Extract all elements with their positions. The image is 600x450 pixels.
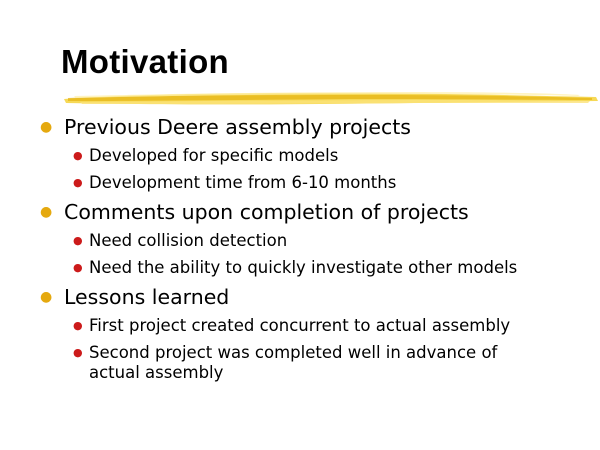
bullet-dot-icon: ● [73, 149, 83, 162]
bullet-level1: ● Comments upon completion of projects [40, 198, 580, 226]
bullet-level1-text: Lessons learned [64, 285, 230, 309]
bullet-dot-icon: ● [73, 319, 83, 332]
bullet-level1: ● Previous Deere assembly projects [40, 113, 580, 141]
bullet-dot-icon: ● [73, 176, 83, 189]
bullet-level2: ● Developed for specific models [73, 144, 580, 168]
bullet-dot-icon: ● [73, 234, 83, 247]
bullet-level2: ● Need collision detection [73, 229, 580, 253]
bullet-level2: ● Second project was completed well in a… [73, 341, 529, 383]
bullet-level2-text: Development time from 6-10 months [89, 173, 397, 192]
bullet-level2-text: Developed for specific models [89, 146, 339, 165]
bullet-level2: ● Development time from 6-10 months [73, 171, 580, 195]
bullet-level1-text: Comments upon completion of projects [64, 200, 469, 224]
bullet-level2-text: Need the ability to quickly investigate … [89, 258, 518, 277]
bullet-level2: ● First project created concurrent to ac… [73, 314, 580, 338]
bullet-level2-text: Need collision detection [89, 231, 288, 250]
bullet-dot-icon: ● [40, 204, 53, 220]
slide-title: Motivation [61, 43, 229, 80]
bullet-list: ● Previous Deere assembly projects ● Dev… [40, 113, 580, 383]
bullet-level2-text: First project created concurrent to actu… [89, 316, 511, 335]
bullet-dot-icon: ● [40, 119, 53, 135]
sub-bullet-list: ● Need collision detection ● Need the ab… [73, 229, 580, 280]
bullet-dot-icon: ● [40, 289, 53, 305]
bullet-level1: ● Lessons learned [40, 283, 580, 311]
bullet-dot-icon: ● [73, 346, 83, 359]
bullet-level2-text: Second project was completed well in adv… [89, 343, 498, 382]
bullet-dot-icon: ● [73, 261, 83, 274]
sub-bullet-list: ● Developed for specific models ● Develo… [73, 144, 580, 195]
bullet-level2: ● Need the ability to quickly investigat… [73, 256, 580, 280]
sub-bullet-list: ● First project created concurrent to ac… [73, 314, 580, 383]
title-underline-brush-stroke [64, 92, 598, 105]
bullet-level1-text: Previous Deere assembly projects [64, 115, 411, 139]
